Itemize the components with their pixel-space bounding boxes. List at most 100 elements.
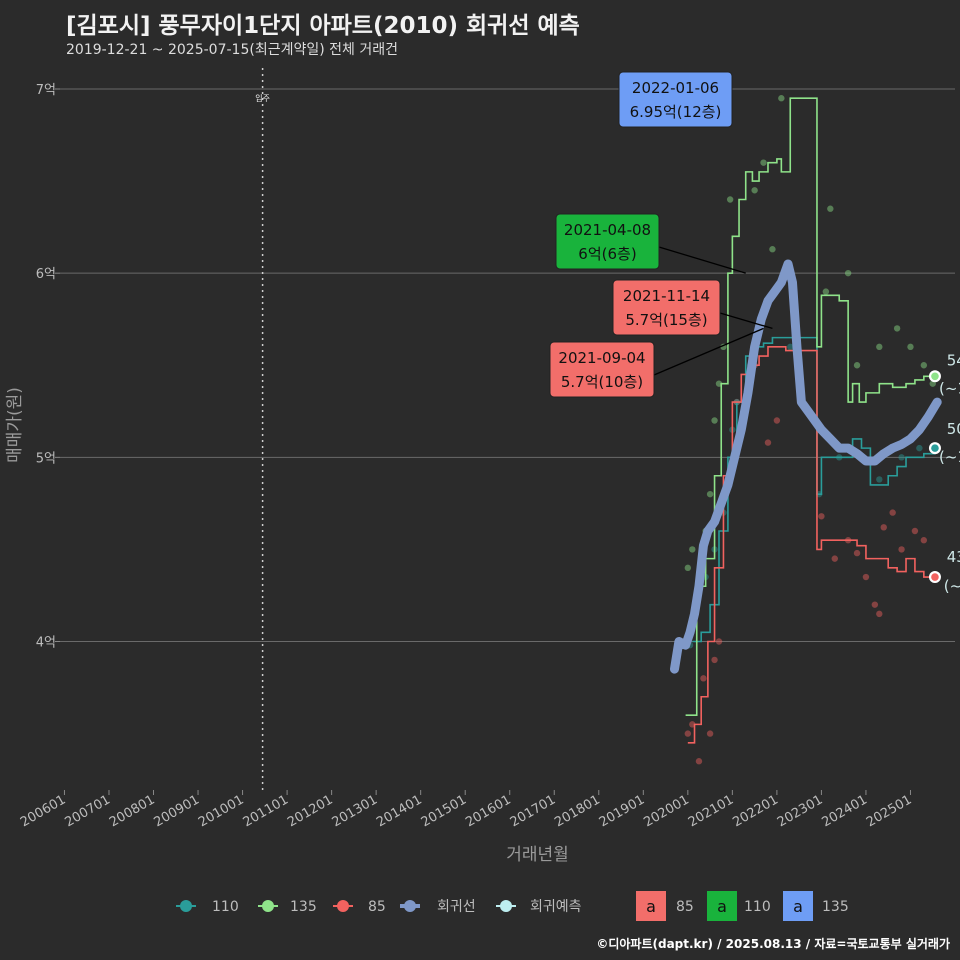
end-label-value: 54,414	[947, 351, 960, 369]
scatter-point-85	[818, 513, 825, 520]
scatter-point-135	[751, 187, 758, 194]
y-axis-title: 매매가(원)	[5, 387, 25, 463]
annotation-box	[555, 213, 660, 270]
regression-line	[669, 259, 942, 674]
legend-key-dot	[500, 900, 512, 912]
annotations: 2022-01-06 6.95억(12층) 2021-04-08 6억(6층) 2021…	[549, 71, 773, 398]
grid: 입주	[60, 68, 955, 790]
annotation-value: 6억(6층)	[578, 245, 636, 263]
scatter-point-135	[876, 343, 883, 351]
scatter-points	[684, 95, 936, 765]
legend: 110 135 85 회귀선 회귀예측 a 85 a 110 a 135	[176, 891, 849, 921]
scatter-point-85	[711, 656, 718, 664]
x-tick-label: 201301	[330, 792, 380, 830]
legend-box-label: 135	[822, 899, 849, 915]
scatter-point-85	[898, 546, 905, 553]
scatter-point-135	[769, 246, 776, 253]
scatter-point-85	[715, 638, 723, 645]
x-tick-label: 201101	[241, 792, 291, 830]
annotation-value: 5.7억(15층)	[625, 311, 707, 329]
scatter-point-135	[827, 205, 834, 212]
legend-key-dot	[262, 900, 274, 912]
regression	[669, 259, 942, 674]
annotation-leader	[719, 312, 773, 330]
end-label-area: (~110㎡)	[939, 448, 960, 466]
annotation-date: 2021-11-14	[623, 287, 710, 305]
legend-label: 110	[212, 899, 239, 915]
scatter-point-110	[898, 454, 905, 461]
scatter-point-135	[853, 362, 861, 369]
annotation-date: 2022-01-06	[632, 79, 719, 97]
scatter-point-135	[920, 362, 928, 369]
chart-title: [김포시] 풍무자이1단지 아파트(2010) 회귀선 예측	[66, 13, 580, 39]
x-tick-label: 200601	[18, 792, 68, 830]
scatter-point-135	[893, 325, 901, 332]
scatter-point-135	[684, 564, 692, 572]
annotation-box	[618, 71, 733, 128]
legend-key-dot	[180, 900, 192, 912]
end-label-area: (~135㎡)	[939, 379, 960, 397]
legend-label: 85	[368, 899, 386, 915]
x-tick-label: 200801	[107, 792, 157, 830]
series-line-135	[685, 97, 935, 716]
scatter-point-135	[822, 288, 830, 295]
chart-subtitle: 2019-12-21 ~ 2025-07-15(최근계약일) 전체 거래건	[66, 42, 398, 58]
scatter-point-85	[880, 524, 887, 531]
move-in-label: 입주	[255, 94, 270, 103]
annotation-value: 5.7억(10층)	[561, 373, 643, 391]
scatter-point-135	[706, 490, 714, 498]
scatter-point-110	[916, 444, 923, 452]
scatter-point-85	[889, 509, 896, 516]
axes: 4억5억6억7억20060120070120080120090120100120…	[5, 83, 914, 865]
x-tick-label: 202501	[864, 792, 914, 830]
footer-credit: ©디아파트(dapt.kr) / 2025.08.13 / 자료=국토교통부 실…	[596, 937, 950, 951]
annotation-date: 2021-04-08	[564, 221, 651, 239]
x-tick-label: 201901	[597, 792, 647, 830]
annotation-value: 6.95억(12층)	[630, 103, 722, 121]
x-tick-label: 202101	[686, 792, 736, 830]
x-tick-label: 201201	[285, 792, 335, 830]
end-points: 54,414 (~135㎡) 50,500 (~110㎡) 43,500 (~85㎡)	[928, 351, 960, 595]
scatter-point-85	[700, 675, 707, 682]
x-tick-label: 201501	[419, 792, 469, 830]
legend-box-glyph: a	[793, 897, 803, 916]
legend-key-dot	[337, 900, 349, 912]
y-tick-label: 5억	[36, 451, 56, 466]
x-tick-label: 202201	[730, 792, 780, 830]
legend-box-glyph: a	[646, 897, 656, 916]
annotation-box	[549, 341, 655, 398]
x-tick-label: 202301	[775, 792, 825, 830]
scatter-point-85	[853, 549, 861, 557]
y-tick-label: 6억	[36, 267, 56, 282]
scatter-point-135	[760, 159, 767, 166]
scatter-point-135	[689, 546, 696, 553]
scatter-point-85	[764, 439, 772, 446]
scatter-point-135	[844, 269, 852, 277]
scatter-point-85	[684, 730, 692, 737]
end-label-value: 43,500	[947, 548, 960, 566]
x-tick-label: 201701	[508, 792, 558, 830]
scatter-point-110	[787, 343, 794, 351]
end-point	[931, 444, 939, 452]
x-axis-title: 거래년월	[506, 845, 569, 865]
end-label-area: (~85㎡)	[944, 577, 960, 595]
scatter-point-85	[695, 758, 703, 765]
scatter-point-85	[862, 573, 870, 581]
x-tick-label: 200901	[152, 792, 202, 830]
scatter-point-85	[920, 537, 928, 544]
scatter-point-85	[911, 527, 919, 535]
end-point	[931, 372, 939, 381]
x-tick-label: 201401	[374, 792, 424, 830]
legend-label: 135	[290, 899, 317, 915]
legend-box	[636, 891, 666, 921]
scatter-point-135	[726, 196, 734, 203]
legend-box	[783, 891, 813, 921]
scatter-point-135	[907, 343, 914, 351]
end-point	[931, 573, 939, 581]
x-tick-label: 202001	[641, 792, 691, 830]
scatter-point-85	[876, 610, 883, 618]
scatter-point-110	[876, 476, 883, 483]
x-tick-label: 201801	[552, 792, 602, 830]
annotation-box	[612, 279, 721, 336]
